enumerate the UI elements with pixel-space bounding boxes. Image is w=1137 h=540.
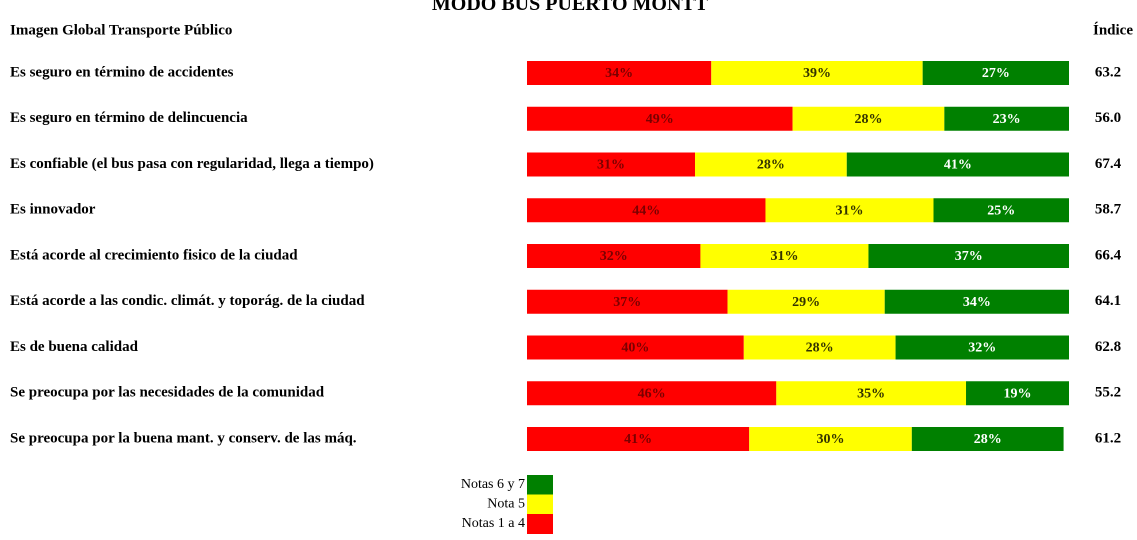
bar-value-label: 35% [857, 386, 885, 401]
index-value: 61.2 [1095, 430, 1121, 446]
bar-segment [966, 381, 1069, 406]
bar-value-label: 41% [624, 432, 652, 447]
index-value: 55.2 [1095, 385, 1121, 401]
legend-label: Nota 5 [487, 497, 525, 512]
bar-value-label: 34% [963, 295, 991, 310]
chart-title: MODO BUS PUERTO MONTT [432, 0, 709, 15]
bar-segment [527, 335, 744, 360]
index-value: 64.1 [1095, 293, 1121, 309]
bar-segment [868, 244, 1069, 268]
bar-segment [895, 335, 1069, 360]
bar-value-label: 27% [982, 66, 1010, 81]
bar-segment [749, 427, 912, 451]
bar-value-label: 28% [806, 341, 834, 356]
legend-label: Notas 1 a 4 [462, 516, 525, 531]
legend-label: Notas 6 y 7 [461, 477, 525, 492]
bar-segment [527, 427, 750, 451]
bar-segment [527, 106, 793, 131]
bar-segment [933, 198, 1069, 223]
bar-segment [743, 335, 896, 360]
bar-value-label: 29% [792, 295, 820, 310]
bar-segment [711, 61, 923, 85]
category-label: Es innovador [10, 202, 96, 218]
category-label: Está acorde a las condic. climát. y topo… [10, 293, 365, 309]
bar-segment [765, 198, 934, 223]
bar-segment [700, 244, 869, 268]
bar-value-label: 28% [757, 158, 785, 173]
bar-value-label: 44% [632, 203, 660, 218]
category-label: Es confiable (el bus pasa con regularida… [10, 156, 374, 172]
bar-value-label: 39% [803, 66, 831, 81]
category-label: Es de buena calidad [10, 339, 139, 355]
index-value: 62.8 [1095, 339, 1121, 355]
category-label: Es seguro en término de accidentes [10, 64, 234, 80]
bar-value-label: 28% [974, 432, 1002, 447]
bar-segment [944, 106, 1069, 131]
legend-swatch [527, 494, 553, 515]
bar-segment [792, 106, 945, 131]
bar-segment [527, 289, 728, 314]
category-label: Se preocupa por las necesidades de la co… [10, 385, 325, 401]
bar-segment [695, 152, 847, 177]
index-value: 66.4 [1095, 247, 1122, 263]
index-value: 63.2 [1095, 64, 1121, 80]
bar-segment [846, 152, 1069, 177]
category-label: Se preocupa por la buena mant. y conserv… [10, 430, 357, 446]
bar-value-label: 37% [955, 249, 983, 264]
bar-segment [527, 152, 696, 177]
index-header: Índice [1093, 21, 1133, 38]
chart-subtitle: Imagen Global Transporte Público [10, 22, 232, 38]
bar-segment [776, 381, 967, 406]
legend-swatch [527, 514, 553, 534]
bar-segment [727, 289, 885, 314]
bar-segment [527, 381, 777, 406]
bar-value-label: 46% [638, 386, 666, 401]
bar-value-label: 19% [1004, 386, 1032, 401]
bar-value-label: 31% [770, 249, 798, 264]
bar-value-label: 30% [817, 432, 845, 447]
category-label: Está acorde al crecimiento fisico de la … [10, 247, 298, 263]
bar-value-label: 32% [968, 341, 996, 356]
bar-value-label: 23% [993, 112, 1021, 127]
index-value: 58.7 [1095, 202, 1122, 218]
index-value: 67.4 [1095, 156, 1122, 172]
bar-value-label: 28% [854, 112, 882, 127]
bar-segment [527, 244, 701, 268]
bar-segment [527, 61, 712, 85]
bar-value-label: 40% [621, 341, 649, 356]
bar-value-label: 37% [613, 295, 641, 310]
index-value: 56.0 [1095, 110, 1121, 126]
bar-segment [922, 61, 1069, 85]
bar-value-label: 41% [944, 158, 972, 173]
legend-swatch [527, 475, 553, 495]
bar-value-label: 31% [597, 158, 625, 173]
bar-value-label: 32% [600, 249, 628, 264]
bar-value-label: 31% [835, 203, 863, 218]
bar-value-label: 49% [646, 112, 674, 127]
bar-segment [884, 289, 1069, 314]
bar-segment [527, 198, 766, 223]
bar-segment [911, 427, 1064, 451]
category-label: Es seguro en término de delincuencia [10, 110, 248, 126]
bar-value-label: 34% [605, 66, 633, 81]
bar-value-label: 25% [987, 203, 1015, 218]
